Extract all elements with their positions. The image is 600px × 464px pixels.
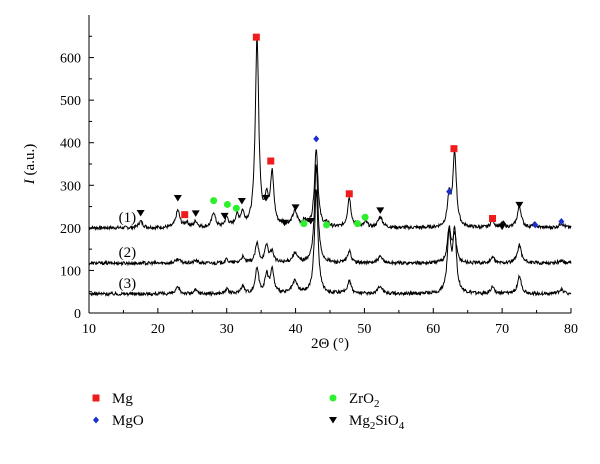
legend-mg-icon: [92, 394, 100, 402]
marker-mg2sio4: [173, 195, 182, 202]
curve-3: [88, 189, 572, 298]
marker-mgo: [313, 135, 320, 143]
marker-mg2sio4: [498, 223, 507, 231]
marker-zro2: [223, 200, 231, 208]
legend-zro2-label: ZrO2: [349, 391, 380, 410]
marker-mgo: [532, 221, 539, 229]
marker-mgo: [558, 217, 565, 225]
marker-mg2sio4: [220, 212, 229, 220]
marker-mg2sio4: [515, 201, 524, 209]
marker-mg2sio4: [291, 204, 300, 211]
curve-1: [88, 36, 572, 232]
marker-zro2: [232, 204, 240, 212]
marker-mg2sio4: [376, 207, 385, 214]
x-tick-label: 80: [564, 322, 578, 337]
marker-zro2: [361, 213, 369, 221]
marker-mg2sio4: [191, 210, 200, 217]
x-ticks: 10 20 30 40 50 60 70 80: [82, 308, 578, 337]
legend: Mg ZrO2 MgO Mg2SiO4: [92, 391, 405, 432]
x-tick-label: 50: [357, 322, 371, 337]
marker-mg2sio4: [306, 218, 315, 225]
marker-mg2sio4: [261, 195, 270, 202]
curve-label-2: (2): [119, 245, 137, 261]
x-tick-label: 10: [82, 322, 96, 337]
marker-mg2sio4: [280, 219, 289, 227]
y-tick-label: 600: [60, 52, 81, 67]
diffraction-curves: [88, 36, 572, 298]
marker-mg: [345, 190, 353, 198]
marker-zro2: [300, 220, 308, 228]
x-tick-label: 60: [426, 322, 440, 337]
curve-label-3: (3): [119, 276, 137, 292]
curve-label-1: (1): [119, 210, 137, 226]
marker-zro2: [354, 220, 362, 228]
y-tick-label: 100: [60, 264, 81, 279]
curve-2: [88, 164, 572, 267]
legend-mg-label: Mg: [112, 391, 133, 407]
phase-markers: [136, 33, 565, 231]
legend-mgo-icon: [93, 416, 99, 424]
y-tick-label: 400: [60, 137, 81, 152]
marker-mg: [489, 214, 497, 222]
x-tick-label: 20: [151, 322, 165, 337]
marker-mg2sio4: [237, 198, 246, 205]
legend-mg2sio4-label: Mg2SiO4: [349, 413, 405, 432]
marker-mg: [450, 145, 458, 153]
legend-mgo-label: MgO: [112, 413, 144, 429]
x-tick-label: 40: [289, 322, 303, 337]
legend-zro2-icon: [329, 394, 337, 402]
marker-mg: [252, 33, 260, 41]
x-tick-label: 70: [495, 322, 509, 337]
plot-area: (1) (2) (3): [88, 33, 572, 298]
marker-mg: [267, 157, 275, 165]
marker-mgo: [446, 188, 453, 196]
y-tick-label: 200: [60, 222, 81, 237]
y-axis-title: I (a.u.): [22, 144, 38, 185]
axes: 10 20 30 40 50 60 70 80 0 100 200 300 400 500 600 2Θ …: [22, 15, 578, 352]
y-ticks: 0 100 200 300 400 500 600: [60, 35, 94, 322]
marker-mg: [181, 211, 189, 219]
marker-zro2: [323, 221, 331, 229]
legend-mg2sio4-icon: [329, 417, 337, 424]
y-tick-label: 500: [60, 94, 81, 109]
y-tick-label: 0: [74, 307, 81, 322]
x-tick-label: 30: [220, 322, 234, 337]
curve-labels: (1) (2) (3): [119, 210, 137, 292]
y-tick-label: 300: [60, 179, 81, 194]
x-axis-title: 2Θ (°): [311, 336, 349, 352]
marker-zro2: [210, 197, 218, 205]
marker-mg2sio4: [136, 209, 145, 217]
